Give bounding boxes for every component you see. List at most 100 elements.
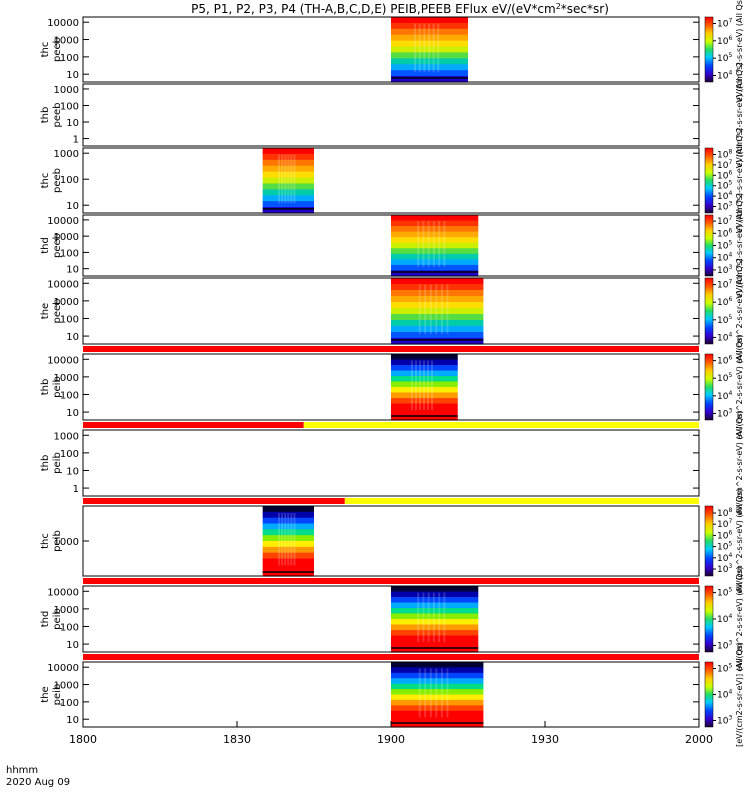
colorbar-tick-label: 103	[717, 407, 732, 419]
colorbar	[704, 585, 714, 653]
spectrogram-band	[391, 248, 479, 255]
y-axis-label: thdpeeb	[40, 233, 63, 258]
spectrogram-band	[391, 326, 484, 333]
y-tick-label: 100	[60, 390, 79, 401]
mode-bar-segment	[83, 422, 304, 428]
spectrogram-band	[391, 76, 468, 83]
colorbar-tick-label: 106	[717, 529, 732, 541]
spectrogram-streak	[446, 668, 449, 718]
y-axis-label: thdpeib	[40, 608, 63, 630]
spectrogram-band	[262, 529, 314, 536]
chart-title: P5, P1, P2, P3, P4 (TH-A,B,C,D,E) PEIB,P…	[191, 2, 609, 16]
spectrogram-streak	[281, 513, 284, 566]
y-axis-label: thepeib	[40, 684, 63, 706]
spectrogram-band	[262, 564, 314, 571]
spectrogram-band	[391, 613, 479, 620]
colorbar-tick-label: 105	[717, 663, 732, 675]
panel-thb-peeb: 1 10 100 1000 thbpeeb eV/(cm^2-s-sr-eV) (All …	[40, 62, 744, 167]
mode-bar-segment	[344, 498, 699, 504]
spectrogram-band	[391, 365, 458, 372]
y-tick-label: 1000	[54, 605, 79, 616]
spectrogram-band	[262, 541, 314, 548]
spectrogram-streak	[418, 284, 421, 335]
spectrogram-band	[391, 354, 458, 361]
y-tick-label: 1000	[54, 537, 79, 548]
spectrogram-band	[391, 226, 479, 233]
spectrogram-band	[391, 716, 484, 723]
spectrogram-band	[391, 308, 484, 315]
colorbar-label: eV/(cm^2-s-sr-eV) (All Qs)	[735, 193, 744, 298]
spectrogram-streak	[284, 513, 287, 566]
spectrogram-streak	[287, 154, 290, 204]
spectrogram-band	[262, 546, 314, 554]
colorbar-tick-label: 104	[717, 689, 732, 701]
colorbar-label: eV/(cm^2-s-sr-eV) (All Qs)	[735, 258, 744, 363]
colorbar-tick-label: 104	[717, 190, 732, 202]
y-tick-label: 1000	[54, 232, 79, 243]
spectrogram-streak	[423, 360, 426, 411]
spectrogram-streak	[293, 513, 296, 566]
y-tick-label: 10000	[47, 279, 79, 290]
spectrogram-streak	[435, 284, 438, 335]
spectrogram-band	[262, 177, 314, 185]
spectrogram-streak	[427, 23, 430, 73]
y-tick-label: 10	[66, 640, 79, 651]
colorbar-tick-label: 105	[717, 541, 732, 553]
y-tick-label: 1000	[54, 149, 79, 160]
y-tick-label: 10000	[47, 18, 79, 29]
spectrogram-band	[391, 278, 484, 285]
spectrogram-streak	[419, 360, 422, 411]
spectrogram-streak	[284, 154, 287, 204]
spectrogram-band	[391, 678, 484, 685]
spectrogram-band	[391, 672, 484, 679]
colorbar-label: eV/(cm^2-s-sr-eV) (All Qs)	[735, 62, 744, 167]
spectrogram-streak	[432, 23, 435, 73]
spectrogram-streak	[287, 513, 290, 566]
colorbar-tick-label: 107	[717, 159, 732, 171]
spectrogram-band	[391, 705, 484, 712]
colorbar	[705, 84, 713, 146]
y-tick-label: 100	[60, 314, 79, 325]
spectrogram-band	[391, 403, 458, 410]
spectrogram-band	[391, 370, 458, 377]
colorbar	[704, 277, 714, 345]
colorbar-label: eV/(cm^2-s-sr-eV) (All Qs)	[735, 0, 744, 102]
spectrogram-band	[391, 624, 479, 631]
y-tick-label: 10000	[47, 355, 79, 366]
spectrogram-streak	[431, 360, 434, 411]
colorbar-tick-label: 105	[717, 372, 732, 384]
spectrogram-band	[391, 646, 479, 653]
spectrogram-band	[391, 296, 484, 303]
y-tick-label: 100	[60, 698, 79, 709]
spectrogram-band	[391, 22, 468, 30]
spectrogram-band	[262, 159, 314, 167]
colorbar-tick-label: 107	[717, 518, 732, 530]
spectrogram-band	[391, 398, 458, 405]
spectrogram-band	[391, 667, 484, 674]
spectrogram-band	[262, 195, 314, 202]
spectrogram-streak	[429, 284, 432, 335]
spectrogram-band	[391, 381, 458, 388]
spectrogram-streak	[418, 668, 421, 718]
y-tick-label: 10	[66, 201, 79, 212]
spectrogram-streak	[290, 513, 293, 566]
colorbar-tick-label: 106	[717, 169, 732, 181]
y-tick-label: 10	[66, 408, 79, 419]
spectrogram-streak	[429, 668, 432, 718]
colorbar-tick-label: 108	[717, 149, 732, 161]
spectrogram-band	[391, 220, 479, 227]
spectrogram-band	[391, 694, 484, 701]
spectrogram-band	[391, 46, 468, 54]
spectrogram-streak	[424, 284, 427, 335]
colorbar	[704, 214, 714, 277]
spectrogram-band	[262, 535, 314, 542]
y-tick-label: 100	[60, 101, 79, 112]
y-tick-label: 1000	[54, 431, 79, 442]
colorbar-tick-label: 104	[717, 331, 732, 343]
spectrogram-band	[391, 359, 458, 366]
x-tick-label: 1930	[531, 733, 559, 746]
spectrogram-streak	[438, 592, 441, 643]
y-tick-label: 1000	[54, 681, 79, 692]
